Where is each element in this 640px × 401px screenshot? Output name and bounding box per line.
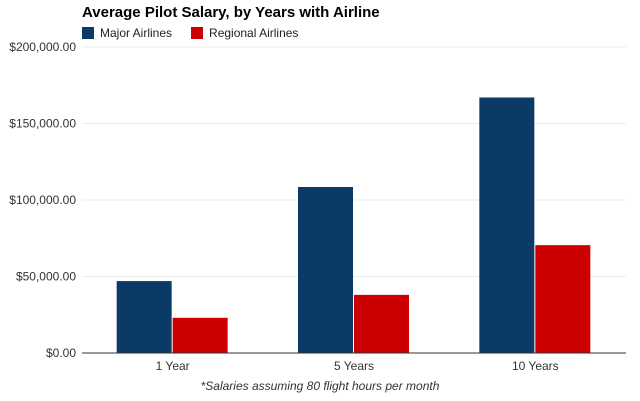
legend-item-regional[interactable]: Regional Airlines bbox=[191, 26, 298, 40]
y-tick-label: $200,000.00 bbox=[9, 40, 76, 54]
x-tick-label: 10 Years bbox=[512, 359, 559, 373]
footnote: *Salaries assuming 80 flight hours per m… bbox=[200, 379, 440, 393]
x-tick-label: 5 Years bbox=[334, 359, 374, 373]
legend: Major Airlines Regional Airlines bbox=[82, 26, 317, 40]
legend-label-major: Major Airlines bbox=[100, 26, 173, 40]
bar-major-1 bbox=[116, 281, 172, 353]
bar-regional-1 bbox=[172, 317, 228, 353]
legend-item-major[interactable]: Major Airlines bbox=[82, 26, 172, 40]
legend-swatch-major bbox=[82, 27, 94, 39]
y-tick-label: $0.00 bbox=[46, 346, 76, 360]
x-tick-label: 1 Year bbox=[156, 359, 190, 373]
legend-label-regional: Regional Airlines bbox=[209, 26, 299, 40]
legend-swatch-regional bbox=[191, 27, 204, 39]
y-tick-label: $150,000.00 bbox=[9, 117, 76, 131]
bar-major-2 bbox=[298, 186, 353, 353]
y-tick-label: $50,000.00 bbox=[16, 270, 76, 284]
bar-regional-3 bbox=[535, 245, 591, 353]
bar-major-3 bbox=[479, 97, 535, 354]
bar-regional-2 bbox=[354, 294, 409, 353]
y-tick-label: $100,000.00 bbox=[9, 193, 76, 207]
chart-title: Average Pilot Salary, by Years with Airl… bbox=[82, 4, 380, 21]
